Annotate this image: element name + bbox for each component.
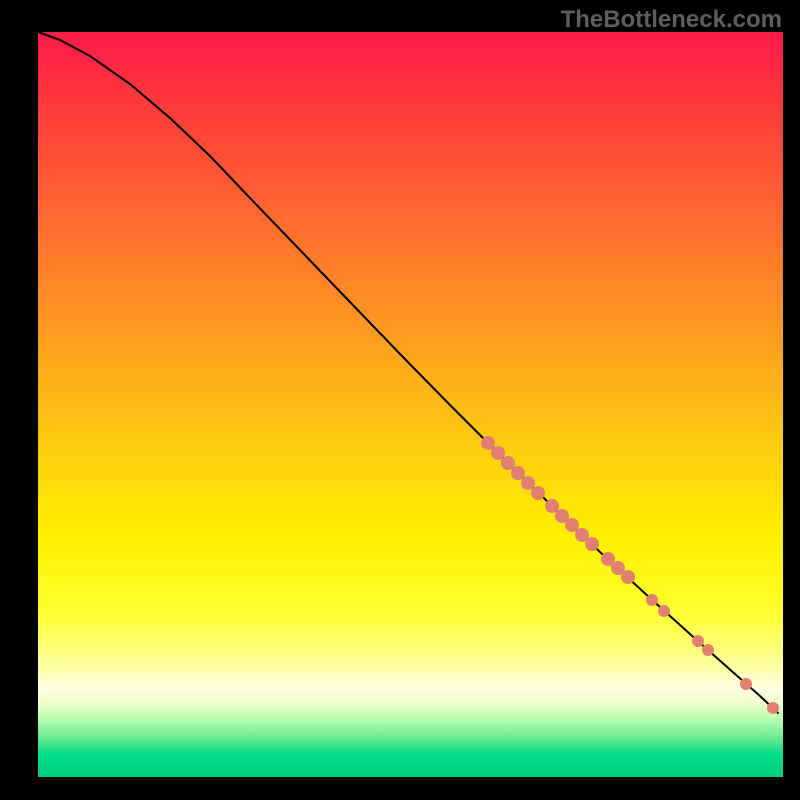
watermark-text: TheBottleneck.com xyxy=(561,6,782,34)
gradient-plot-area xyxy=(38,32,783,777)
canvas-frame: TheBottleneck.com xyxy=(0,0,800,800)
